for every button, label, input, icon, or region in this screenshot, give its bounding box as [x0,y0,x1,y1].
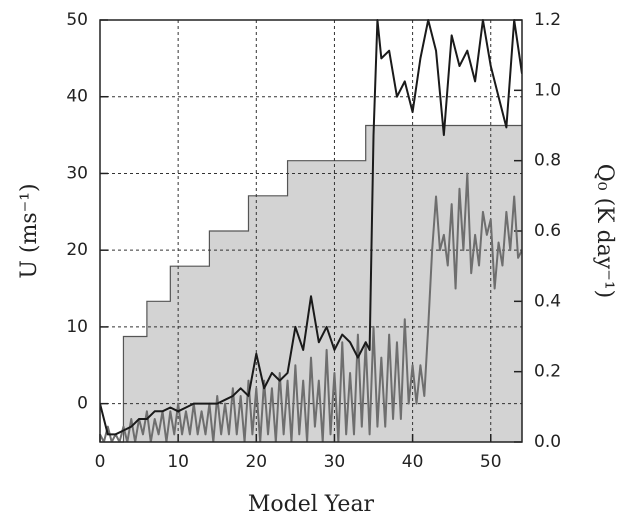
x-tick-label: 20 [245,452,267,472]
data-line [100,19,522,436]
y-tick-label: 50 [66,10,88,30]
y2-axis-label: Q₀ (K day⁻¹) [592,164,617,299]
y2-tick-label: 0.6 [534,221,561,241]
y2-tick-label: 1.0 [534,80,561,100]
plot-frame [99,19,523,443]
y-axis-label: U (ms⁻¹) [17,183,42,278]
y-tick-label: 30 [66,163,88,183]
y-tick-label: 0 [77,394,88,414]
step-line [100,124,522,443]
y2-tick-label: 0.8 [534,151,561,171]
y-tick-label: 10 [66,317,88,337]
step-area [100,125,522,442]
y-tick-label: 40 [66,87,88,107]
x-axis-label: Model Year [248,492,375,517]
data-line [100,172,522,442]
y2-tick-label: 0.0 [534,432,561,452]
y2-tick-label: 1.2 [534,10,561,30]
x-tick-label: 50 [480,452,502,472]
y2-tick-label: 0.4 [534,291,561,311]
x-tick-label: 0 [95,452,106,472]
x-tick-label: 10 [167,452,189,472]
x-tick-label: 40 [402,452,424,472]
x-tick-label: 30 [324,452,346,472]
y-tick-label: 20 [66,240,88,260]
y2-tick-label: 0.2 [534,362,561,382]
